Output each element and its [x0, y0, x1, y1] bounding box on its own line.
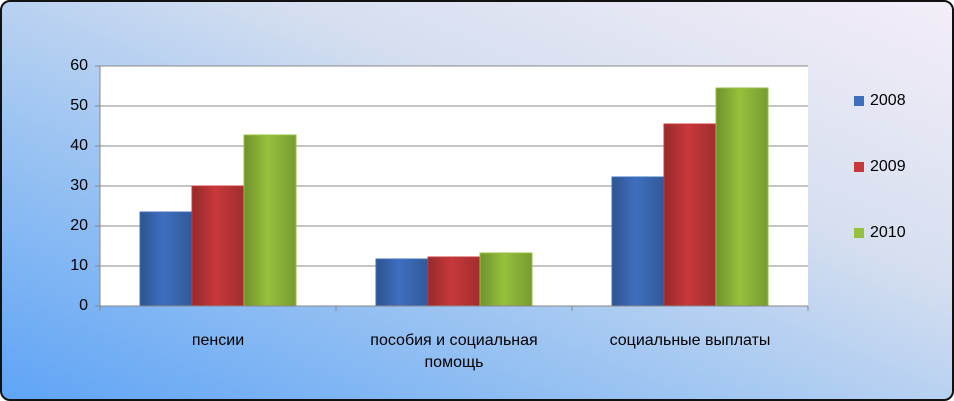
x-tick-label: пособия и социальная помощь — [370, 332, 538, 371]
bar — [479, 252, 533, 307]
x-tick-label: пенсии — [191, 332, 245, 349]
legend-label: 2010 — [870, 224, 906, 241]
legend-swatch — [854, 228, 864, 238]
y-tick-label: 50 — [70, 97, 88, 114]
bar — [611, 176, 665, 307]
legend-label: 2009 — [870, 158, 906, 175]
bar — [243, 134, 297, 307]
bar — [191, 185, 245, 307]
bar — [427, 256, 481, 307]
y-tick-label: 0 — [79, 297, 88, 314]
legend-swatch — [854, 96, 864, 106]
y-tick-label: 10 — [70, 257, 88, 274]
y-tick-label: 60 — [70, 57, 88, 74]
y-tick-label: 20 — [70, 217, 88, 234]
y-tick-label: 40 — [70, 137, 88, 154]
legend-label: 2008 — [870, 92, 906, 109]
legend-swatch — [854, 162, 864, 172]
y-tick-label: 30 — [70, 177, 88, 194]
bar — [139, 211, 193, 307]
bar — [715, 87, 769, 307]
x-tick-label: социальные выплаты — [609, 332, 771, 349]
bar — [663, 123, 717, 307]
bar — [375, 258, 429, 307]
